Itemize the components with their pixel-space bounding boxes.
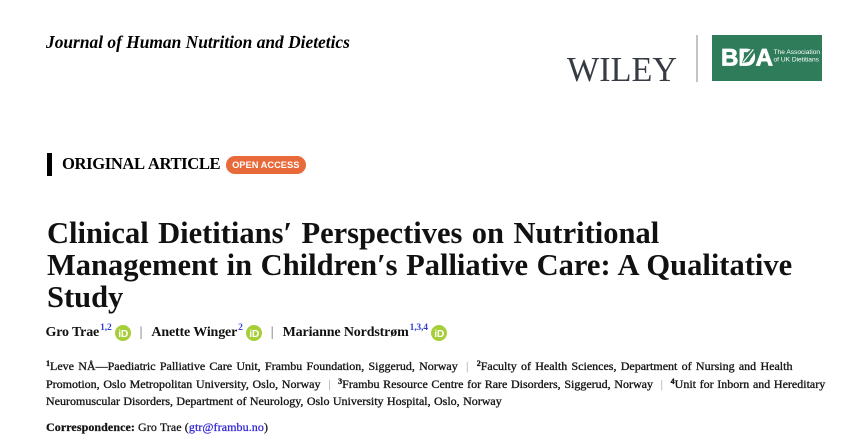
svg-text:iD: iD <box>118 329 128 340</box>
svg-text:iD: iD <box>434 329 444 340</box>
svg-text:of UK Dietitians: of UK Dietitians <box>774 56 820 63</box>
svg-text:The Association: The Association <box>774 49 821 56</box>
svg-text:WILEY: WILEY <box>567 53 677 87</box>
svg-text:iD: iD <box>249 329 259 340</box>
